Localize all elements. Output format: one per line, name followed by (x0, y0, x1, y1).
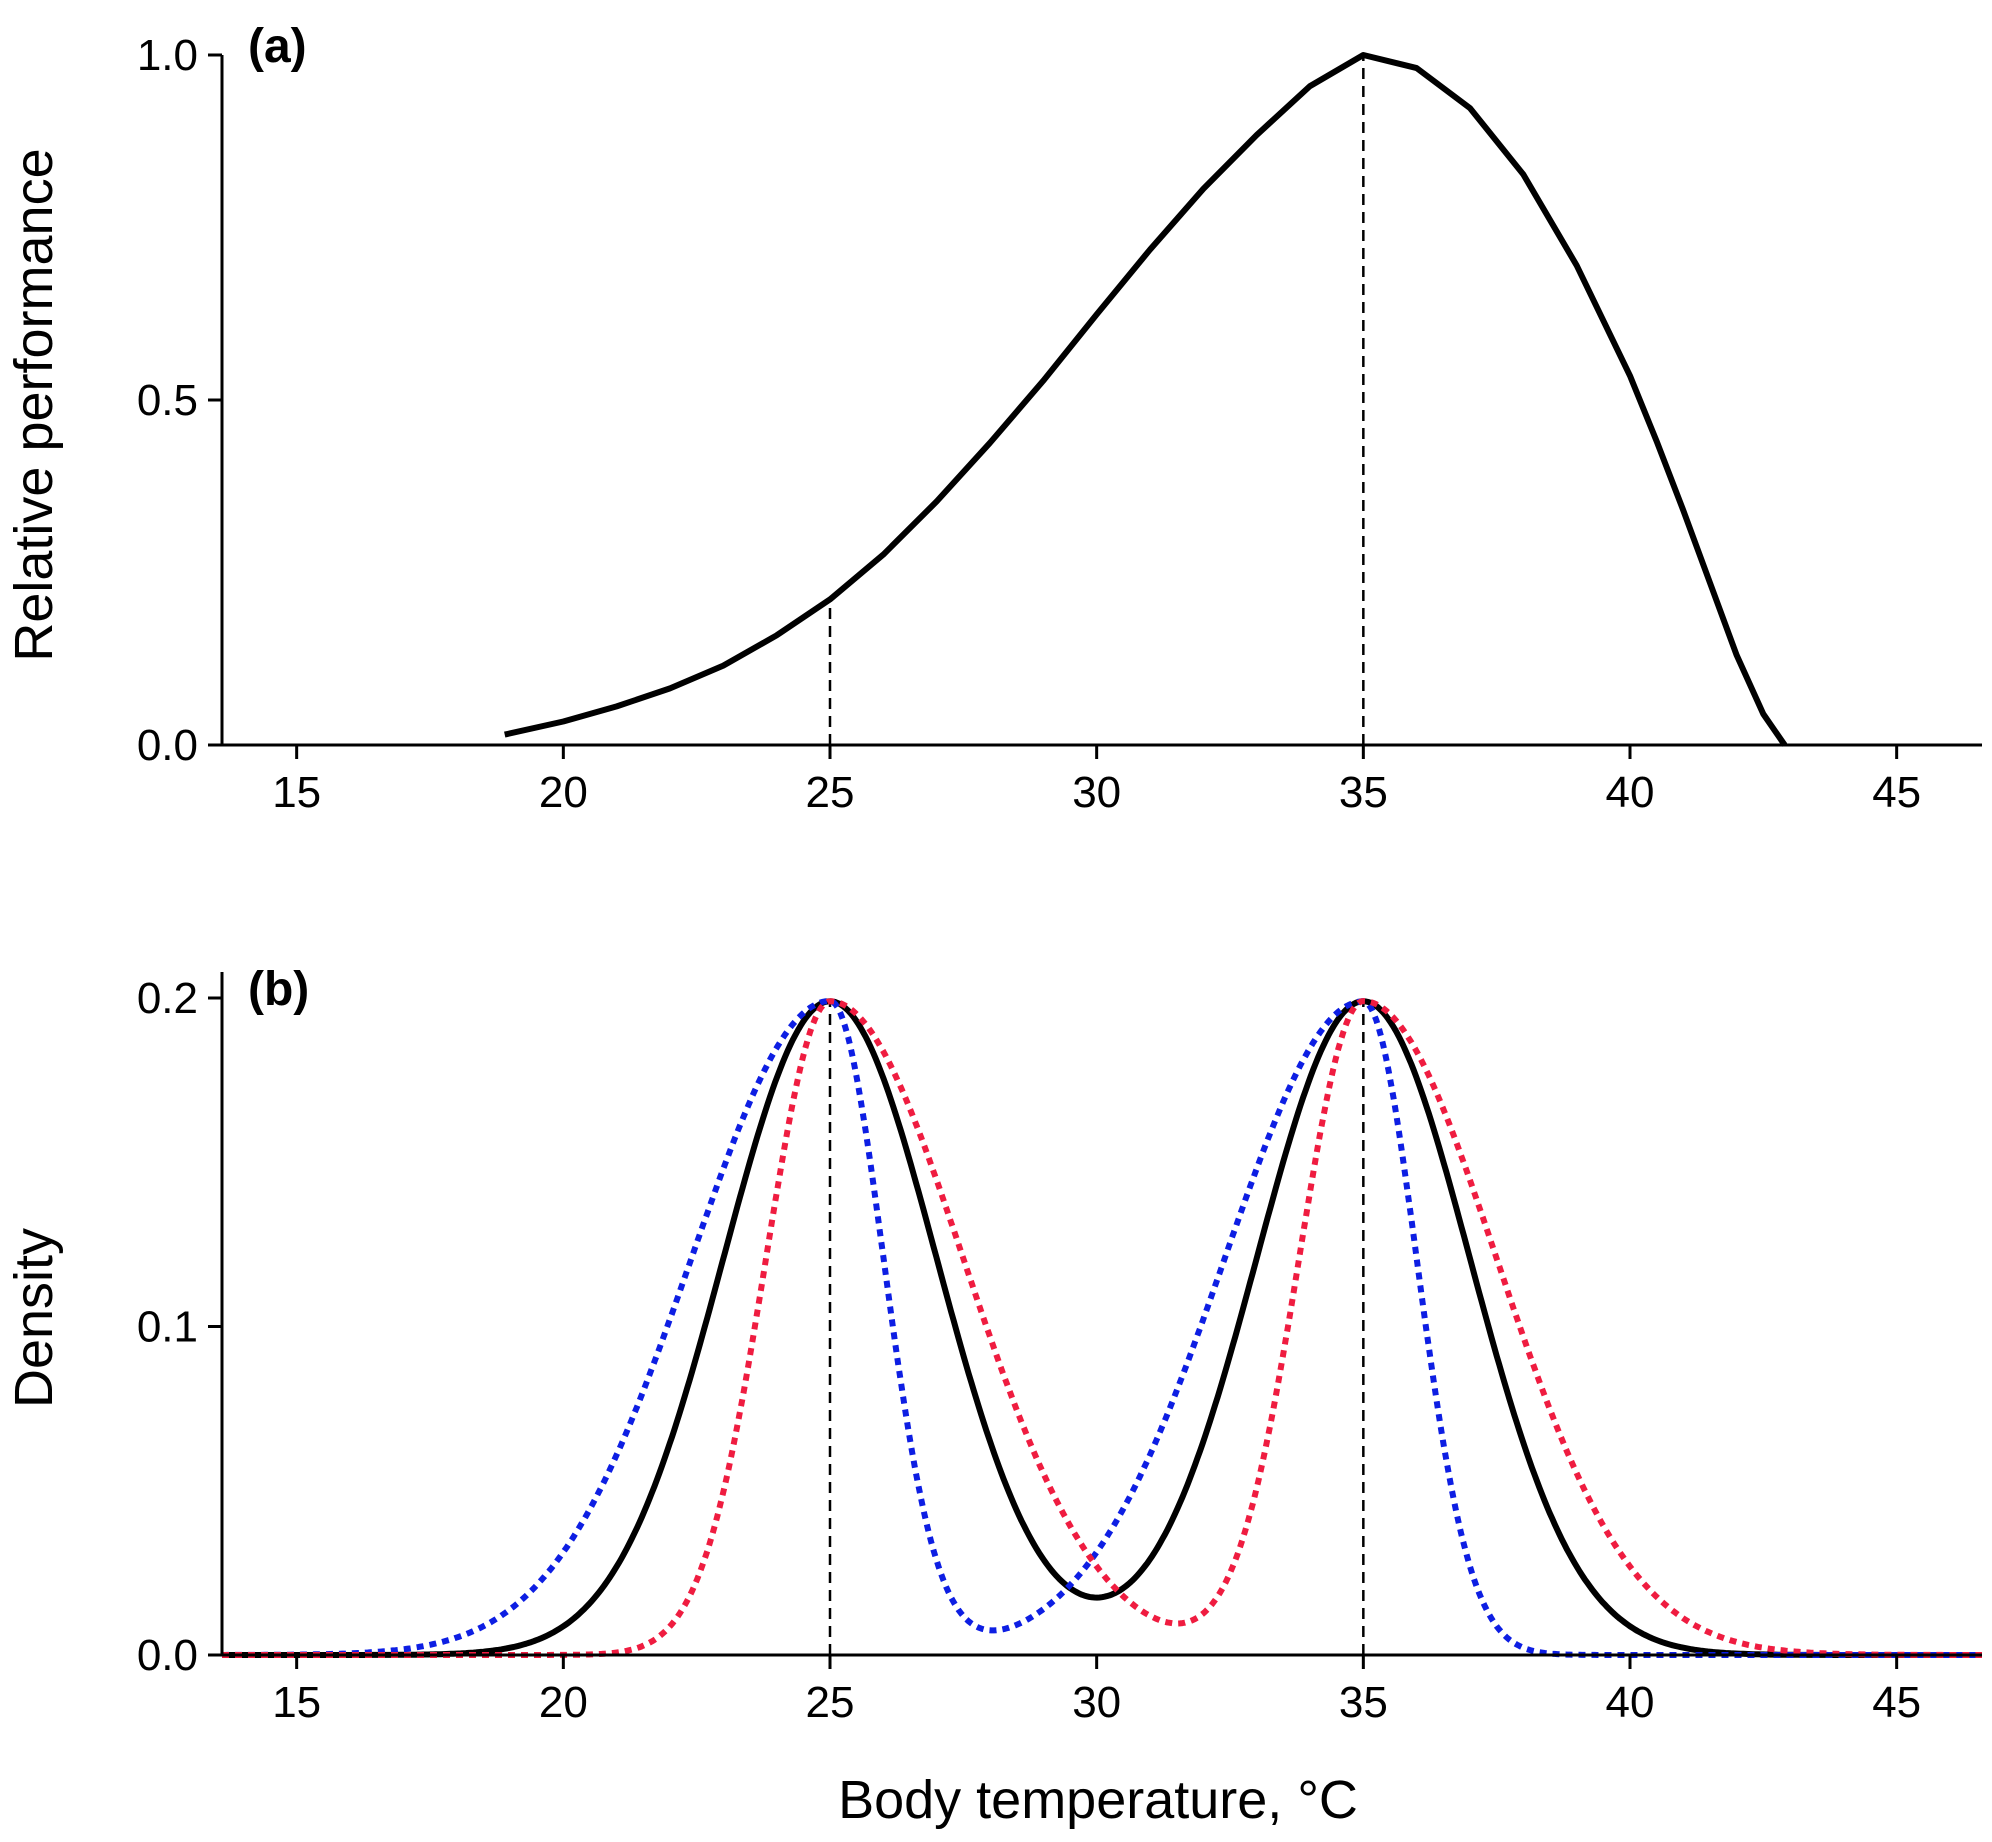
panel-a-series-0-line (504, 52, 1788, 747)
panel-a-x-tick-label-25: 25 (806, 768, 855, 817)
panel-b-x-tick-label-35: 35 (1339, 1678, 1388, 1727)
panel-b-x-axis-title: Body temperature, °C (838, 1770, 1358, 1830)
panel-a: (a) Relative performance 15 20 25 30 35 40 45 0… (4, 20, 1982, 817)
panel-a-x-tick-label-30: 30 (1072, 768, 1121, 817)
panel-b-series-1-line (221, 997, 1983, 1658)
panel-a-y-tick-label-0: 0.0 (137, 721, 198, 770)
panel-a-label: (a) (248, 20, 307, 73)
panel-b: (b) Density Body temperature, °C 15 20 25 3… (4, 963, 1983, 1830)
panel-a-reference-lines (828, 55, 1365, 745)
panel-b-x-tick-label-25: 25 (806, 1678, 855, 1727)
panel-b-series (221, 997, 1983, 1658)
panel-a-x-tick-label-40: 40 (1606, 768, 1655, 817)
panel-a-x-tick-label-15: 15 (272, 768, 321, 817)
panel-b-y-tick-label-2: 0.2 (137, 974, 198, 1023)
panel-b-x-tick-label-15: 15 (272, 1678, 321, 1727)
panel-b-y-tick-label-1: 0.1 (137, 1303, 198, 1352)
panel-b-y-tick-label-0: 0.0 (137, 1631, 198, 1680)
panel-b-series-2-line (221, 998, 1983, 1658)
panel-b-x-tick-label-30: 30 (1072, 1678, 1121, 1727)
panel-a-axes: 15 20 25 30 35 40 45 0.0 0.5 1.0 (137, 31, 1982, 817)
panel-b-y-axis-title: Density (4, 1228, 64, 1408)
panel-a-x-tick-label-35: 35 (1339, 768, 1388, 817)
panel-a-y-axis-title: Relative performance (4, 148, 64, 661)
panel-a-y-tick-label-2: 1.0 (137, 31, 198, 80)
panel-b-x-tick-label-45: 45 (1872, 1678, 1921, 1727)
panel-a-y-tick-label-1: 0.5 (137, 376, 198, 425)
panel-a-x-tick-label-20: 20 (539, 768, 588, 817)
panel-b-label: (b) (248, 963, 309, 1016)
panel-a-series (504, 52, 1788, 747)
panel-b-x-tick-label-40: 40 (1606, 1678, 1655, 1727)
panel-a-x-tick-label-45: 45 (1872, 768, 1921, 817)
panel-b-series-0-line (221, 998, 1983, 1658)
panel-b-x-tick-label-20: 20 (539, 1678, 588, 1727)
panel-b-axes: 15 20 25 30 35 40 45 0.0 0.1 0.2 (137, 972, 1982, 1727)
panel-b-reference-lines (828, 1001, 1365, 1655)
